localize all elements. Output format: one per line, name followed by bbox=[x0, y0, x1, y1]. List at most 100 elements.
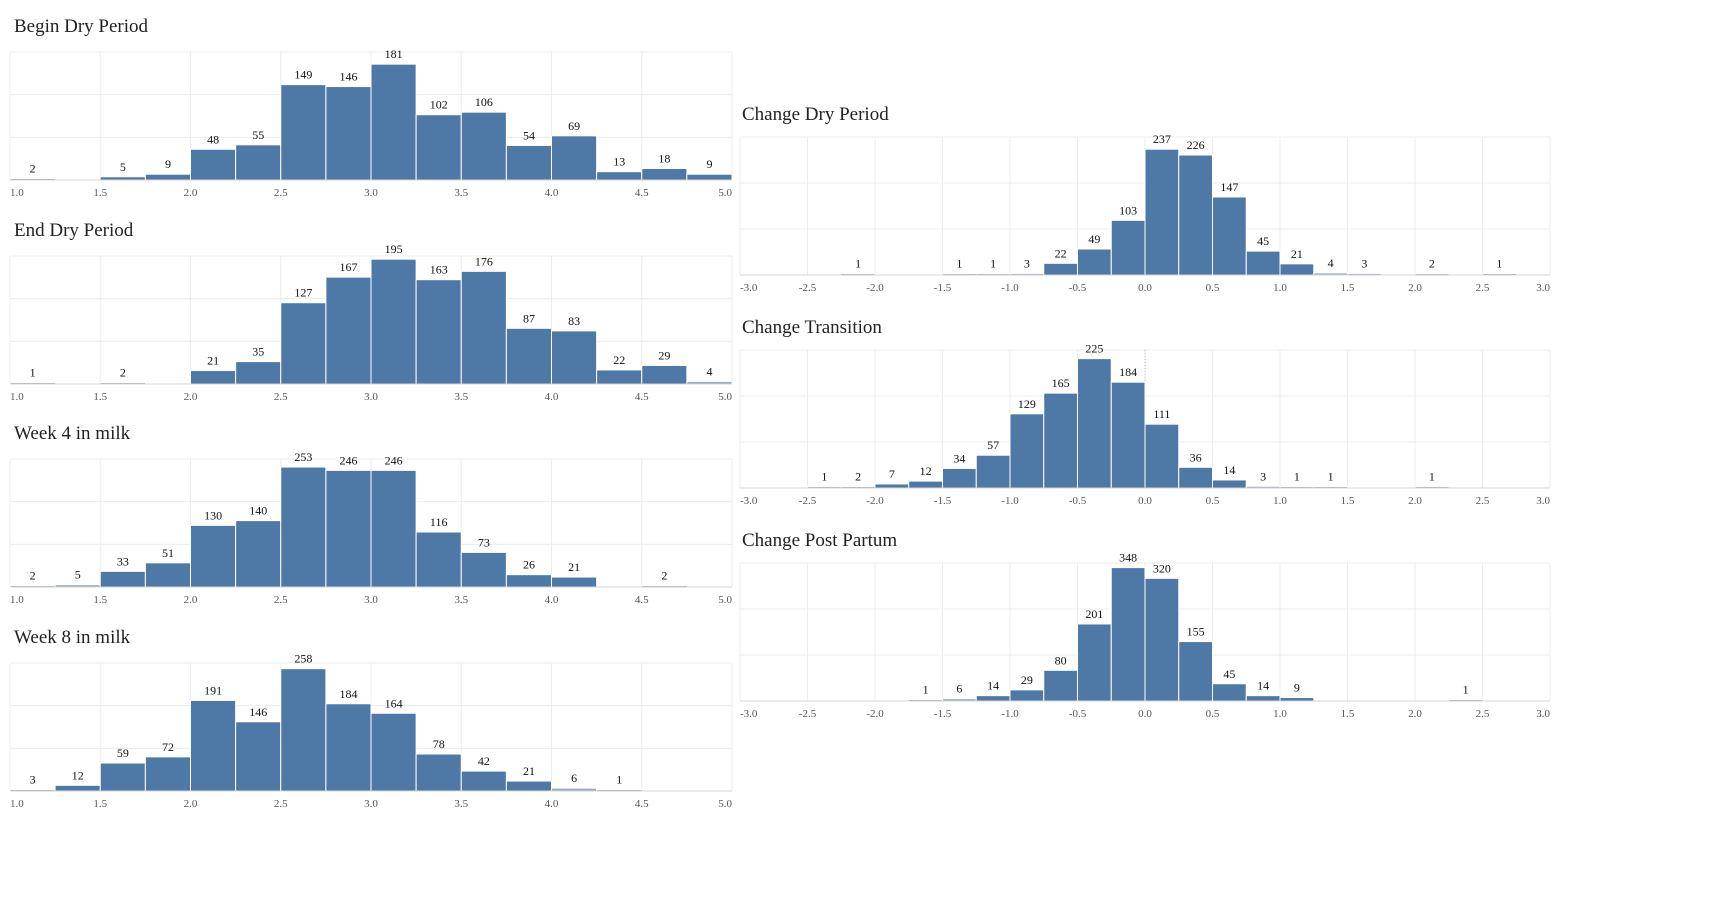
data-label: 140 bbox=[249, 504, 267, 518]
histogram-bar bbox=[551, 576, 598, 588]
data-label: 51 bbox=[162, 546, 174, 560]
histogram-bar bbox=[144, 562, 191, 588]
data-label: 36 bbox=[1190, 450, 1202, 464]
data-label: 258 bbox=[294, 652, 312, 666]
data-label: 7 bbox=[889, 467, 895, 481]
histogram-bar bbox=[415, 531, 462, 588]
chart-title: Week 8 in milk bbox=[14, 627, 131, 648]
data-label: 5 bbox=[75, 568, 81, 582]
data-label: 34 bbox=[953, 451, 965, 465]
data-label: 3 bbox=[1361, 256, 1367, 270]
data-label: 111 bbox=[1153, 407, 1170, 421]
histogram-change-post-partum: 1 6 14 29 80 201 348 320 155 45 14 9 1 -3.0 -2.5 -2.0 -1… bbox=[739, 551, 1551, 720]
histogram-bar bbox=[641, 364, 688, 385]
histogram-bar bbox=[975, 695, 1011, 702]
x-tick-label: 0.0 bbox=[1138, 282, 1152, 294]
histogram-bar bbox=[1077, 358, 1112, 489]
data-label: 246 bbox=[339, 453, 357, 467]
data-label: 181 bbox=[385, 47, 403, 61]
x-tick-label: -2.0 bbox=[866, 282, 884, 294]
x-tick-label: 2.5 bbox=[274, 798, 288, 810]
histogram-bar bbox=[1212, 196, 1247, 276]
histogram-bar bbox=[942, 467, 977, 489]
data-label: 176 bbox=[475, 254, 493, 268]
data-label: 184 bbox=[339, 687, 357, 701]
data-label: 147 bbox=[1220, 180, 1238, 194]
data-label: 130 bbox=[204, 508, 222, 522]
x-tick-label: 4.5 bbox=[635, 798, 649, 810]
histogram-bar bbox=[235, 144, 282, 181]
histogram-bar bbox=[280, 668, 327, 792]
x-tick-label: 1.0 bbox=[10, 187, 24, 199]
x-tick-label: -1.0 bbox=[1001, 708, 1019, 720]
data-label: 1 bbox=[1496, 257, 1502, 271]
data-label: 149 bbox=[294, 68, 312, 82]
histogram-bar bbox=[460, 111, 507, 181]
histogram-week-4-in-milk: 2 5 33 51 130 140 253 246 246 116 73 26 21 2 1.0 1.5 2.0… bbox=[9, 450, 733, 606]
data-label: 1 bbox=[923, 683, 929, 697]
x-tick-label: 4.5 bbox=[635, 187, 649, 199]
histogram-bar bbox=[1245, 695, 1281, 702]
data-label: 1 bbox=[990, 257, 996, 271]
x-tick-label: 2.5 bbox=[274, 187, 288, 199]
histogram-bar bbox=[370, 712, 417, 792]
histogram-bar bbox=[190, 524, 237, 588]
chart-title: Begin Dry Period bbox=[14, 16, 149, 37]
data-label: 12 bbox=[920, 464, 932, 478]
data-label: 1 bbox=[1429, 470, 1435, 484]
data-label: 3 bbox=[1024, 256, 1030, 270]
x-tick-label: -2.5 bbox=[799, 282, 817, 294]
data-label: 9 bbox=[1294, 681, 1300, 695]
x-tick-label: 4.0 bbox=[545, 391, 559, 403]
data-label: 14 bbox=[987, 679, 999, 693]
data-label: 9 bbox=[165, 157, 171, 171]
x-tick-label: -2.0 bbox=[866, 495, 884, 507]
data-label: 253 bbox=[294, 450, 312, 464]
histogram-bar bbox=[686, 173, 733, 181]
histogram-bar bbox=[1043, 392, 1078, 489]
data-label: 22 bbox=[1055, 246, 1067, 260]
x-tick-label: 2.0 bbox=[184, 391, 198, 403]
histogram-bar bbox=[415, 753, 462, 792]
x-tick-label: 1.0 bbox=[1273, 495, 1287, 507]
histogram-bar bbox=[415, 114, 462, 181]
x-tick-label: 2.0 bbox=[1408, 282, 1422, 294]
x-tick-label: 2.5 bbox=[274, 391, 288, 403]
x-tick-label: -0.5 bbox=[1069, 708, 1087, 720]
histogram-bar bbox=[280, 84, 327, 181]
data-label: 87 bbox=[523, 311, 535, 325]
x-tick-label: 1.0 bbox=[10, 798, 24, 810]
x-tick-label: 2.5 bbox=[1476, 282, 1490, 294]
histogram-bar bbox=[1077, 623, 1112, 702]
histogram-bar bbox=[144, 173, 191, 181]
data-label: 237 bbox=[1153, 132, 1171, 146]
histogram-bar bbox=[1144, 148, 1180, 276]
x-tick-label: -1.5 bbox=[934, 708, 952, 720]
histogram-bar bbox=[1110, 567, 1146, 702]
data-label: 78 bbox=[433, 737, 445, 751]
data-label: 226 bbox=[1187, 138, 1205, 152]
data-label: 3 bbox=[1260, 469, 1266, 483]
x-tick-label: 2.0 bbox=[184, 594, 198, 606]
data-label: 2 bbox=[30, 162, 36, 176]
x-tick-label: 3.5 bbox=[454, 594, 468, 606]
x-tick-label: 0.5 bbox=[1206, 282, 1220, 294]
x-tick-label: -3.0 bbox=[740, 282, 758, 294]
histogram-bar bbox=[1043, 262, 1078, 276]
chart-title: Change Transition bbox=[742, 317, 882, 338]
x-tick-label: 1.0 bbox=[1273, 282, 1287, 294]
x-tick-label: -2.0 bbox=[866, 708, 884, 720]
data-label: 2 bbox=[120, 366, 126, 380]
x-tick-label: 2.5 bbox=[1476, 495, 1490, 507]
x-tick-label: -0.5 bbox=[1069, 282, 1087, 294]
x-tick-label: 5.0 bbox=[718, 391, 732, 403]
x-tick-label: 3.0 bbox=[364, 594, 378, 606]
data-label: 1 bbox=[1463, 683, 1469, 697]
histogram-bar bbox=[1110, 381, 1146, 489]
data-label: 45 bbox=[1257, 234, 1269, 248]
data-label: 35 bbox=[252, 345, 264, 359]
data-label: 13 bbox=[613, 155, 625, 169]
data-label: 42 bbox=[478, 754, 490, 768]
x-tick-label: 4.0 bbox=[545, 187, 559, 199]
data-label: 49 bbox=[1088, 232, 1100, 246]
